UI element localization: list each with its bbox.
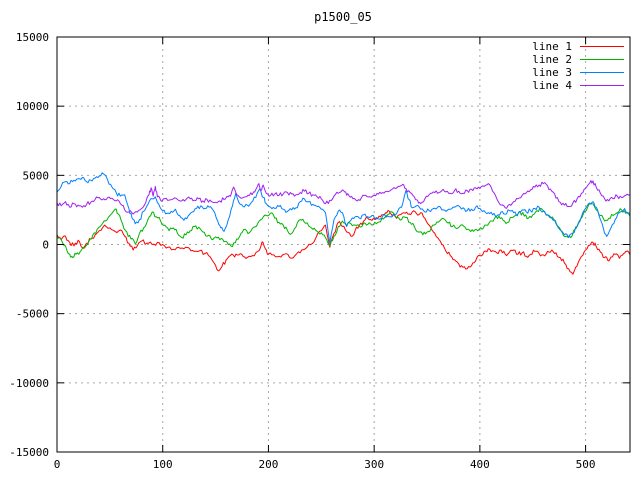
- legend-label: line 1: [532, 40, 572, 53]
- axis-ticks: [56, 36, 630, 453]
- series-line-4: [57, 180, 630, 215]
- y-tick-label: 5000: [23, 169, 50, 182]
- series-line-2: [57, 203, 630, 259]
- x-tick-label: 0: [54, 458, 61, 471]
- legend-label: line 3: [532, 66, 572, 79]
- data-series: [57, 172, 630, 275]
- legend-label: line 4: [532, 79, 572, 92]
- x-axis-labels: 0 100 200 300 400 500: [54, 458, 596, 471]
- y-tick-label: 10000: [16, 100, 49, 113]
- series-line-3: [57, 172, 630, 244]
- x-tick-label: 100: [153, 458, 173, 471]
- y-tick-label: -10000: [9, 377, 49, 390]
- legend-label: line 2: [532, 53, 572, 66]
- chart-title: p1500_05: [314, 10, 372, 24]
- x-tick-label: 200: [259, 458, 279, 471]
- y-axis-labels: -15000 -10000 -5000 0 5000 10000 15000: [9, 31, 49, 459]
- y-tick-label: -5000: [16, 308, 49, 321]
- y-tick-label: -15000: [9, 446, 49, 459]
- x-tick-label: 400: [470, 458, 490, 471]
- x-tick-label: 500: [576, 458, 596, 471]
- y-tick-label: 0: [42, 239, 49, 252]
- x-tick-label: 300: [364, 458, 384, 471]
- y-tick-label: 15000: [16, 31, 49, 44]
- series-line-1: [57, 210, 630, 275]
